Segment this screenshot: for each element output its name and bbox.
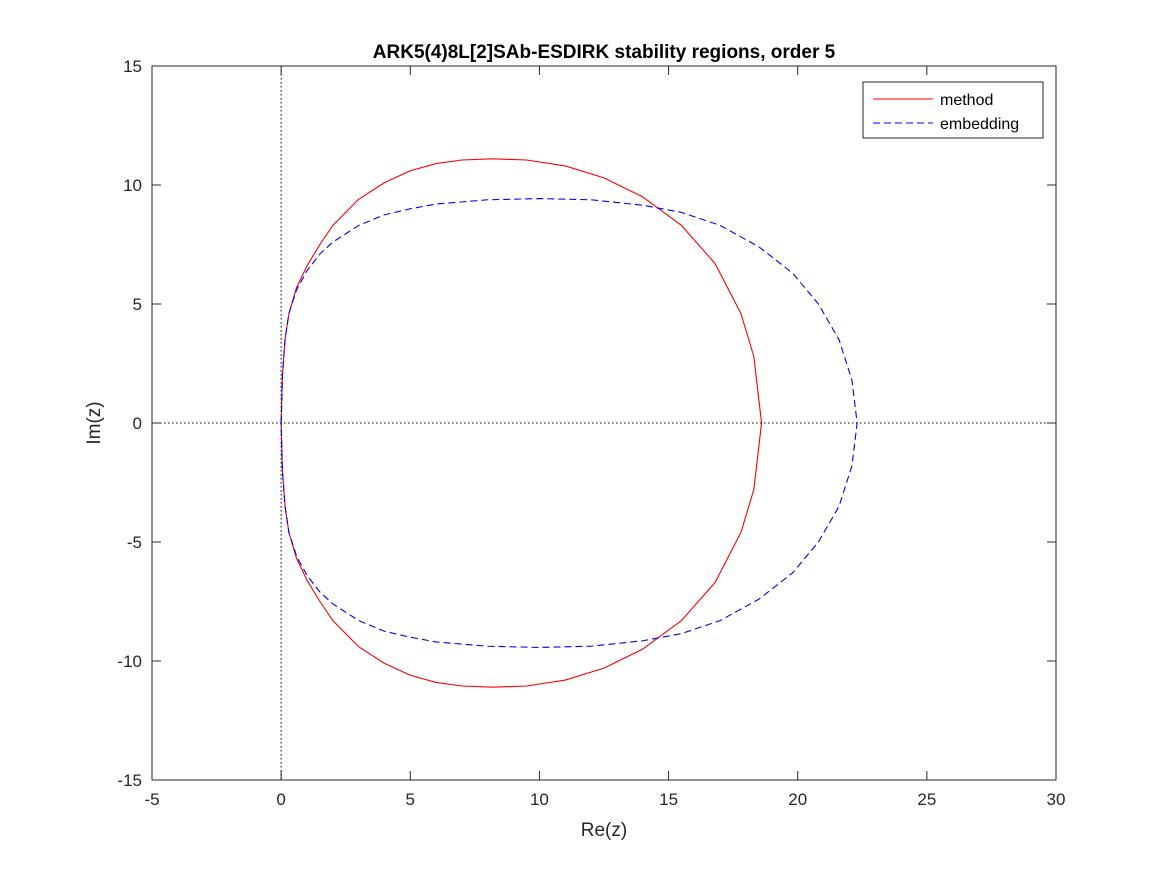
x-tick-label: 10 <box>530 790 549 809</box>
series-layer <box>280 158 858 688</box>
y-tick-label: 15 <box>123 57 142 76</box>
x-tick-label: -5 <box>144 790 159 809</box>
y-tick-label: 0 <box>133 414 142 433</box>
x-axis-label: Re(z) <box>581 820 627 841</box>
x-tick-label: 15 <box>659 790 678 809</box>
legend-label-embedding: embedding <box>940 116 1019 133</box>
y-axis-label: Im(z) <box>84 401 105 444</box>
x-tick-label: 0 <box>276 790 285 809</box>
y-tick-label: -15 <box>117 771 142 790</box>
x-tick-label: 20 <box>788 790 807 809</box>
series-embedding <box>280 198 858 648</box>
tick-marks <box>151 65 1057 781</box>
y-tick-label: 5 <box>133 295 142 314</box>
legend: method embedding <box>862 81 1044 139</box>
x-tick-label: 25 <box>917 790 936 809</box>
y-tick-label: -5 <box>127 533 142 552</box>
y-tick-label: 10 <box>123 176 142 195</box>
x-tick-label: 5 <box>406 790 415 809</box>
x-tick-label: 30 <box>1047 790 1066 809</box>
series-method <box>280 158 763 688</box>
legend-label-method: method <box>940 92 993 109</box>
chart-title: ARK5(4)8L[2]SAb-ESDIRK stability regions… <box>373 42 836 63</box>
y-tick-label: -10 <box>117 652 142 671</box>
legend-box <box>862 81 1044 139</box>
tick-labels: -5 0 5 10 15 20 25 30 -15 -10 -5 0 5 10 15 <box>117 57 1065 809</box>
